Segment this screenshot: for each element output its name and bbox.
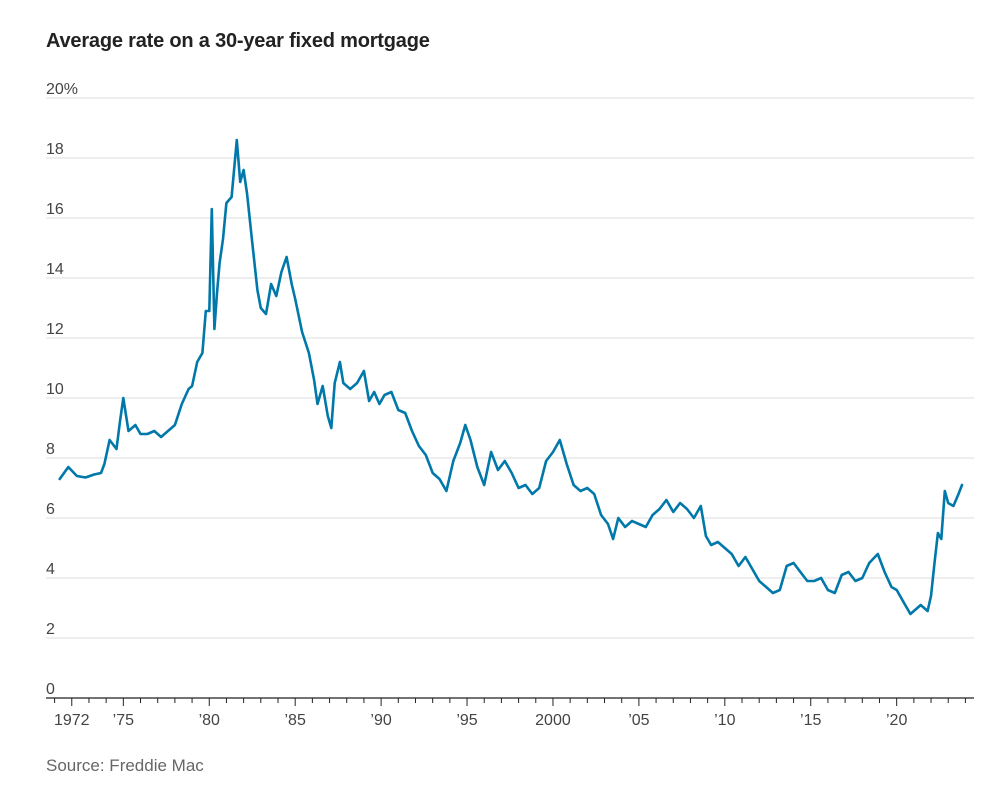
- y-tick-label: 16: [46, 201, 64, 218]
- x-tick-label: ’90: [370, 712, 391, 729]
- chart-title: Average rate on a 30-year fixed mortgage: [46, 30, 430, 52]
- y-tick-label: 6: [46, 501, 55, 518]
- source-note: Source: Freddie Mac: [46, 756, 204, 775]
- y-tick-label: 10: [46, 381, 64, 398]
- y-tick-label: 2: [46, 621, 55, 638]
- y-tick-label: 18: [46, 141, 64, 158]
- x-tick-label: ’15: [800, 712, 821, 729]
- x-tick-label: ’20: [886, 712, 907, 729]
- x-tick-label: ’75: [113, 712, 134, 729]
- x-tick-label: 2000: [535, 712, 571, 729]
- x-tick-label: ’10: [714, 712, 735, 729]
- y-tick-label: 4: [46, 561, 55, 578]
- y-tick-label: 8: [46, 441, 55, 458]
- y-axis-ticks: 0 2 4 6 8 10 12 14 16 18 20%: [46, 81, 78, 698]
- x-tick-label: ’85: [285, 712, 306, 729]
- x-tick-label: ’05: [628, 712, 649, 729]
- y-tick-label: 20%: [46, 81, 78, 98]
- x-tick-label: ’95: [456, 712, 477, 729]
- x-tick-label: 1972: [54, 712, 90, 729]
- x-tick-label: ’80: [199, 712, 220, 729]
- y-tick-label: 0: [46, 681, 55, 698]
- mortgage-rate-line: [58, 138, 964, 616]
- x-axis-ticks: 1972 ’75 ’80 ’85 ’90 ’95 2000 ’05 ’10 ’15 ’20: [54, 698, 966, 729]
- y-tick-label: 12: [46, 321, 64, 338]
- y-tick-label: 14: [46, 261, 64, 278]
- gridlines: [46, 97, 974, 639]
